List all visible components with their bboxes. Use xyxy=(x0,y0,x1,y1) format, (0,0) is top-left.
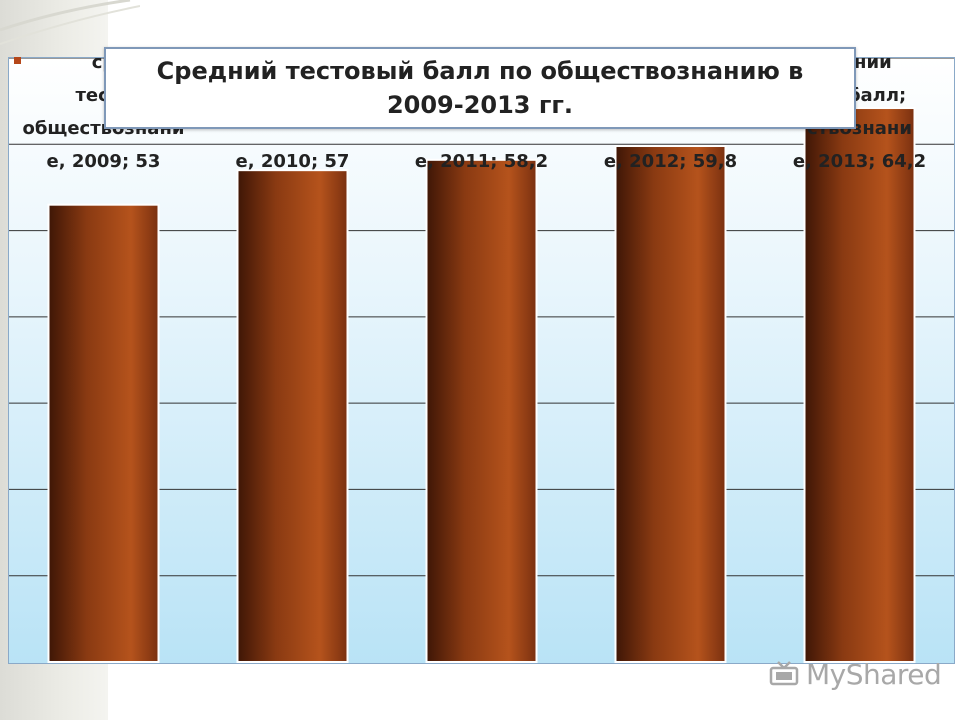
watermark: MyShared xyxy=(768,654,942,694)
bar-2011 xyxy=(425,158,538,663)
decorative-curve xyxy=(0,0,140,45)
data-label-2009: е, 2009; 53 xyxy=(47,151,161,172)
watermark-text: MyShared xyxy=(806,657,942,691)
chart-title: Средний тестовый балл по обществознанию … xyxy=(104,47,856,129)
bar-2010 xyxy=(236,169,349,663)
data-label-2013: е, 2013; 64,2 xyxy=(793,151,926,172)
chart-area: сртестообществознание, 2009; 53е, 2010; … xyxy=(8,57,955,664)
bar-2009 xyxy=(47,203,160,663)
projector-icon xyxy=(769,661,799,686)
bar-chart: сртестообществознание, 2009; 53е, 2010; … xyxy=(9,58,954,663)
bullet-marker xyxy=(14,57,21,64)
data-label-2011: е, 2011; 58,2 xyxy=(415,151,548,172)
data-label-2012: е, 2012; 59,8 xyxy=(604,151,737,172)
data-label-2010: е, 2010; 57 xyxy=(236,151,350,172)
bar-2012 xyxy=(614,145,727,663)
bar-2013 xyxy=(803,107,916,663)
